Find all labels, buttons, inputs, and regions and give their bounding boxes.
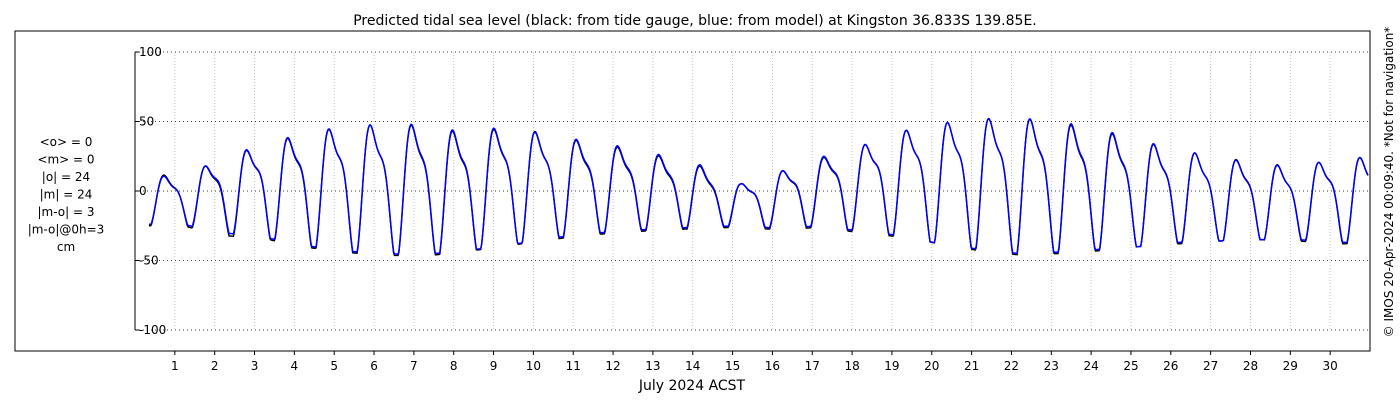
x-axis-label: July 2024 ACST [638, 378, 746, 394]
x-tick-label: 10 [526, 359, 541, 373]
x-tick-label: 5 [330, 359, 338, 373]
x-tick-label: 9 [490, 359, 498, 373]
x-tick-label: 19 [884, 359, 899, 373]
x-tick-label: 1 [171, 359, 179, 373]
x-tick-label: 23 [1044, 359, 1059, 373]
x-tick-label: 30 [1323, 359, 1338, 373]
stats-panel: <o> = 0 <m> = 0 |o| = 24 |m| = 24 |m-o| = 3 |… [28, 135, 105, 254]
x-tick-label: 29 [1283, 359, 1298, 373]
x-tick-label: 14 [685, 359, 700, 373]
y-tick-label: 50 [139, 115, 154, 129]
x-tick-label: 8 [450, 359, 458, 373]
x-tick-label: 27 [1203, 359, 1218, 373]
x-tick-label: 15 [725, 359, 740, 373]
y-tick-label: -100 [139, 323, 166, 337]
x-tick-label: 21 [964, 359, 979, 373]
grid-lines [135, 51, 1370, 331]
stat-line: |m| = 24 [40, 188, 93, 202]
x-tick-label: 16 [765, 359, 780, 373]
stat-line: cm [57, 240, 75, 254]
copyright-note: © IMOS 20-Apr-2024 00:09:40. *Not for na… [1382, 27, 1396, 338]
x-tick-label: 28 [1243, 359, 1258, 373]
y-tick-label: 0 [139, 184, 147, 198]
x-tick-label: 26 [1163, 359, 1178, 373]
stat-line: <o> = 0 [40, 135, 93, 149]
series-line-gauge [148, 117, 1369, 257]
y-tick-label: 100 [139, 45, 162, 59]
x-tick-label: 3 [251, 359, 259, 373]
series-layer [148, 117, 1369, 257]
x-tick-label: 25 [1123, 359, 1138, 373]
x-tick-label: 6 [370, 359, 378, 373]
x-tick-label: 22 [1004, 359, 1019, 373]
x-tick-label: 4 [291, 359, 299, 373]
x-tick-label: 2 [211, 359, 219, 373]
x-tick-label: 7 [410, 359, 418, 373]
stat-line: |m-o|@0h=3 [28, 223, 105, 237]
x-tick-label: 24 [1083, 359, 1098, 373]
axes [134, 51, 1370, 355]
x-tick-label: 20 [924, 359, 939, 373]
stat-line: |o| = 24 [42, 170, 90, 184]
stat-line: |m-o| = 3 [38, 205, 95, 219]
y-tick-label: -50 [139, 254, 159, 268]
x-tick-label: 12 [605, 359, 620, 373]
x-tick-label: 18 [844, 359, 859, 373]
y-tick-labels: 100 50 0 -50 -100 [139, 45, 166, 337]
series-line-model [148, 117, 1369, 255]
x-tick-label: 11 [566, 359, 581, 373]
chart-title: Predicted tidal sea level (black: from t… [353, 13, 1037, 29]
stat-line: <m> = 0 [37, 153, 94, 167]
x-tick-label: 13 [645, 359, 660, 373]
x-tick-label: 17 [805, 359, 820, 373]
x-tick-labels: 1 2 3 4 5 6 7 8 9 10 11 12 13 14 15 16 17 18 19 20 21 22 23 24 2… [171, 359, 1338, 373]
